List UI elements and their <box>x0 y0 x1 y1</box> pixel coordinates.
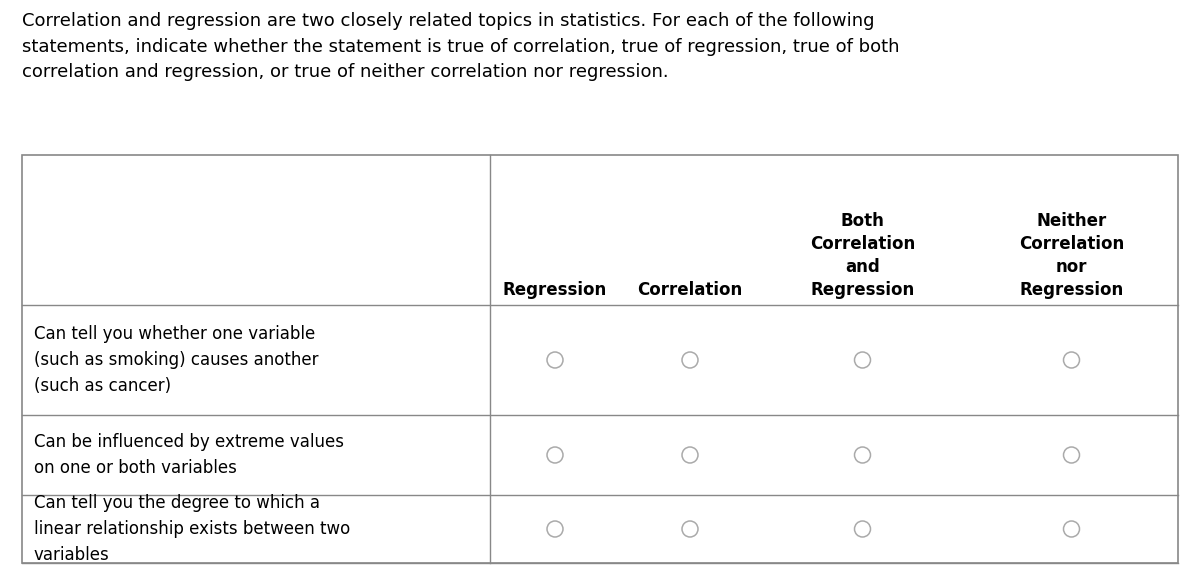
Ellipse shape <box>547 521 563 537</box>
Ellipse shape <box>547 352 563 368</box>
Text: Correlation and regression are two closely related topics in statistics. For eac: Correlation and regression are two close… <box>22 12 900 82</box>
Text: Can tell you the degree to which a
linear relationship exists between two
variab: Can tell you the degree to which a linea… <box>34 494 350 564</box>
Text: Can be influenced by extreme values
on one or both variables: Can be influenced by extreme values on o… <box>34 433 344 477</box>
Ellipse shape <box>854 447 870 463</box>
Ellipse shape <box>682 521 698 537</box>
Ellipse shape <box>682 352 698 368</box>
Bar <box>22 155 1178 563</box>
Text: Can tell you whether one variable
(such as smoking) causes another
(such as canc: Can tell you whether one variable (such … <box>34 325 318 394</box>
Text: Neither
Correlation
nor
Regression: Neither Correlation nor Regression <box>1019 212 1124 299</box>
Ellipse shape <box>1063 352 1080 368</box>
Ellipse shape <box>547 447 563 463</box>
Ellipse shape <box>1063 447 1080 463</box>
Text: Regression: Regression <box>503 281 607 299</box>
Ellipse shape <box>1063 521 1080 537</box>
Ellipse shape <box>854 521 870 537</box>
Ellipse shape <box>682 447 698 463</box>
Ellipse shape <box>854 352 870 368</box>
Text: Both
Correlation
and
Regression: Both Correlation and Regression <box>810 212 916 299</box>
Text: Correlation: Correlation <box>637 281 743 299</box>
